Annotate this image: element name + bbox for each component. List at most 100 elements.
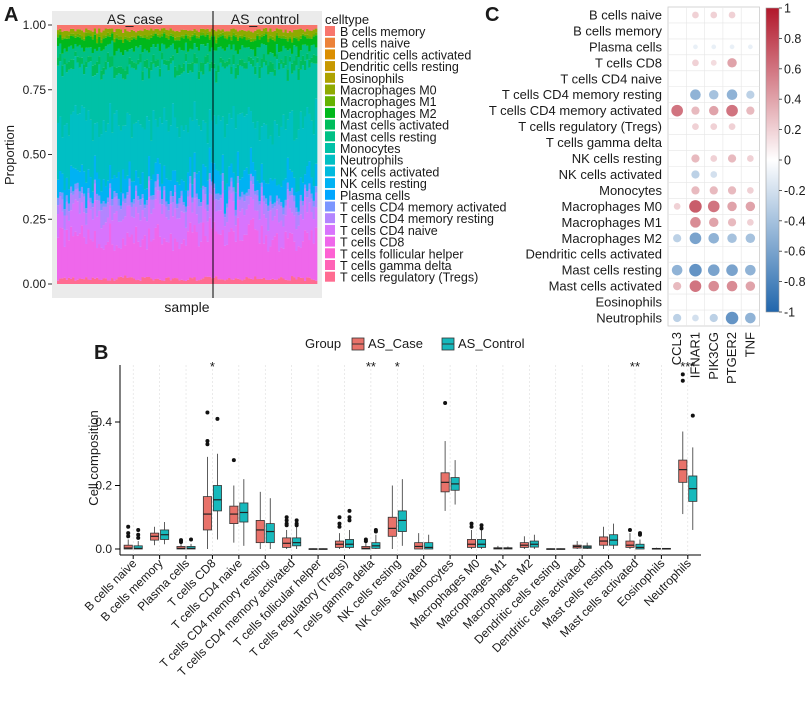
stack-segment [63,209,67,216]
stack-segment [184,25,188,30]
stack-segment [150,199,153,214]
stack-segment [67,31,71,36]
stack-segment [78,233,82,279]
stack-segment [161,25,164,29]
stack-segment [189,63,192,71]
stack-segment [254,56,257,67]
stack-segment [113,25,116,32]
stack-segment [236,75,240,115]
stack-segment [148,30,151,36]
stack-segment [208,276,212,284]
stack-segment [67,69,71,136]
stack-segment [163,280,166,284]
stack-segment [135,37,138,40]
stack-segment [310,230,314,280]
x-axis-title: sample [164,299,209,315]
legend-label: T cells gamma delta [340,259,452,273]
stack-segment [158,37,162,51]
stack-segment [176,203,179,209]
stack-segment [130,60,134,68]
stack-segment [206,32,210,35]
stack-segment [115,245,119,280]
stack-segment [234,278,238,284]
stack-segment [249,173,253,181]
stack-segment [80,164,84,187]
stack-segment [158,163,162,187]
stack-segment [139,184,142,200]
stack-segment [267,38,270,43]
stack-segment [254,25,257,31]
outlier-point [680,378,685,383]
stack-segment [61,39,64,54]
stack-segment [96,172,99,194]
stack-segment [189,48,192,64]
stack-segment [206,180,210,205]
stack-segment [187,30,190,36]
stack-segment [243,25,246,31]
stack-segment [252,25,255,33]
stack-segment [236,40,240,54]
stack-segment [262,25,266,29]
stack-segment [223,213,227,218]
stack-segment [111,205,114,221]
stack-segment [182,71,186,131]
stack-segment [91,203,95,208]
stack-segment [102,30,106,36]
stack-segment [314,32,318,36]
stack-segment [310,45,314,58]
stack-segment [202,74,205,121]
stack-segment [126,31,129,38]
stack-segment [200,202,203,207]
stack-segment [78,25,82,30]
stack-segment [109,183,112,189]
stack-segment [126,277,129,284]
stack-segment [130,39,134,49]
stack-segment [176,208,179,219]
outlier-point [189,537,194,542]
row-label: T cells regulatory (Tregs) [518,119,662,134]
stack-segment [243,279,246,284]
stack-segment [130,277,134,284]
colorbar-label: 0 [784,154,791,168]
stack-segment [206,241,210,277]
stack-segment [223,137,227,191]
stack-segment [252,41,255,50]
stack-segment [288,195,292,209]
stack-segment [126,112,129,176]
stack-segment [180,190,184,196]
stack-segment [85,36,88,48]
stack-segment [135,32,138,38]
stack-segment [115,196,119,211]
stack-segment [93,230,97,279]
stack-segment [78,198,82,214]
stack-segment [271,39,275,54]
row-label: Plasma cells [589,39,662,54]
stack-segment [299,69,303,112]
stack-segment [139,205,142,221]
stack-segment [208,51,212,64]
stack-segment [76,29,80,34]
stack-segment [284,205,288,216]
stack-segment [210,36,214,48]
stack-segment [115,177,119,194]
stack-segment [96,61,99,74]
stack-segment [87,110,90,170]
stack-segment [260,30,264,35]
stack-segment [252,38,255,42]
stack-segment [89,30,93,34]
stack-segment [293,140,296,178]
stack-segment [202,62,205,75]
stack-segment [241,191,244,198]
stack-segment [156,158,160,174]
stack-segment [59,204,62,228]
correlation-dot [694,29,697,33]
stack-segment [200,130,203,189]
stack-segment [288,169,292,192]
stack-segment [247,56,251,62]
stack-segment [152,110,155,175]
legend-swatch [325,72,335,83]
stack-segment [230,228,233,280]
stack-segment [314,207,318,228]
legend-label: Eosinophils [340,72,404,86]
stack-segment [91,76,95,141]
